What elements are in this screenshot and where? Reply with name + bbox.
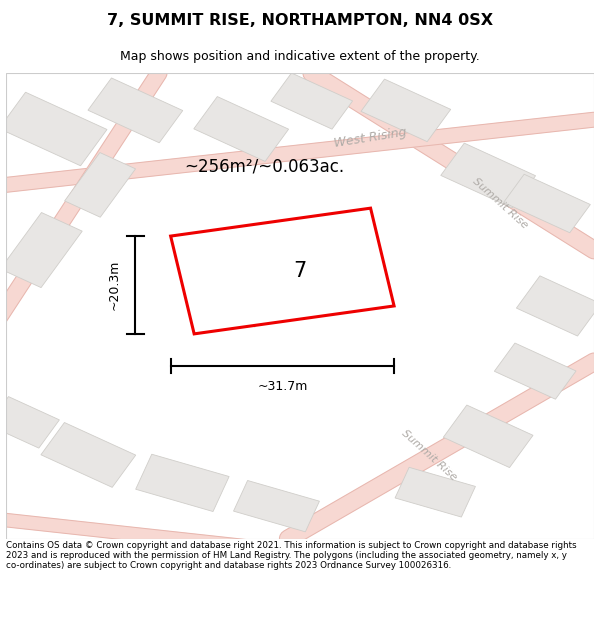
Polygon shape — [271, 73, 353, 129]
Text: ~31.7m: ~31.7m — [257, 381, 308, 394]
Text: ~20.3m: ~20.3m — [107, 260, 121, 310]
Polygon shape — [170, 208, 394, 334]
Polygon shape — [88, 78, 183, 142]
Polygon shape — [361, 79, 451, 142]
Polygon shape — [503, 174, 590, 232]
Polygon shape — [0, 92, 107, 166]
Polygon shape — [65, 152, 136, 218]
Polygon shape — [443, 405, 533, 468]
Text: 7: 7 — [293, 261, 307, 281]
Polygon shape — [1, 213, 82, 288]
Polygon shape — [184, 266, 275, 327]
Text: Map shows position and indicative extent of the property.: Map shows position and indicative extent… — [120, 49, 480, 62]
Polygon shape — [494, 343, 576, 399]
Text: 7, SUMMIT RISE, NORTHAMPTON, NN4 0SX: 7, SUMMIT RISE, NORTHAMPTON, NN4 0SX — [107, 12, 493, 28]
Text: West Rising: West Rising — [334, 126, 408, 151]
Text: Summit Rise: Summit Rise — [470, 176, 529, 231]
Text: ~256m²/~0.063ac.: ~256m²/~0.063ac. — [185, 158, 345, 175]
Text: Summit Rise: Summit Rise — [400, 428, 459, 483]
Polygon shape — [441, 143, 536, 208]
Polygon shape — [233, 481, 319, 532]
Polygon shape — [395, 468, 475, 517]
Polygon shape — [517, 276, 600, 336]
Polygon shape — [41, 422, 136, 488]
Polygon shape — [271, 241, 353, 297]
Polygon shape — [136, 454, 229, 511]
Polygon shape — [0, 397, 59, 448]
Polygon shape — [194, 97, 289, 161]
Text: Contains OS data © Crown copyright and database right 2021. This information is : Contains OS data © Crown copyright and d… — [6, 541, 577, 571]
